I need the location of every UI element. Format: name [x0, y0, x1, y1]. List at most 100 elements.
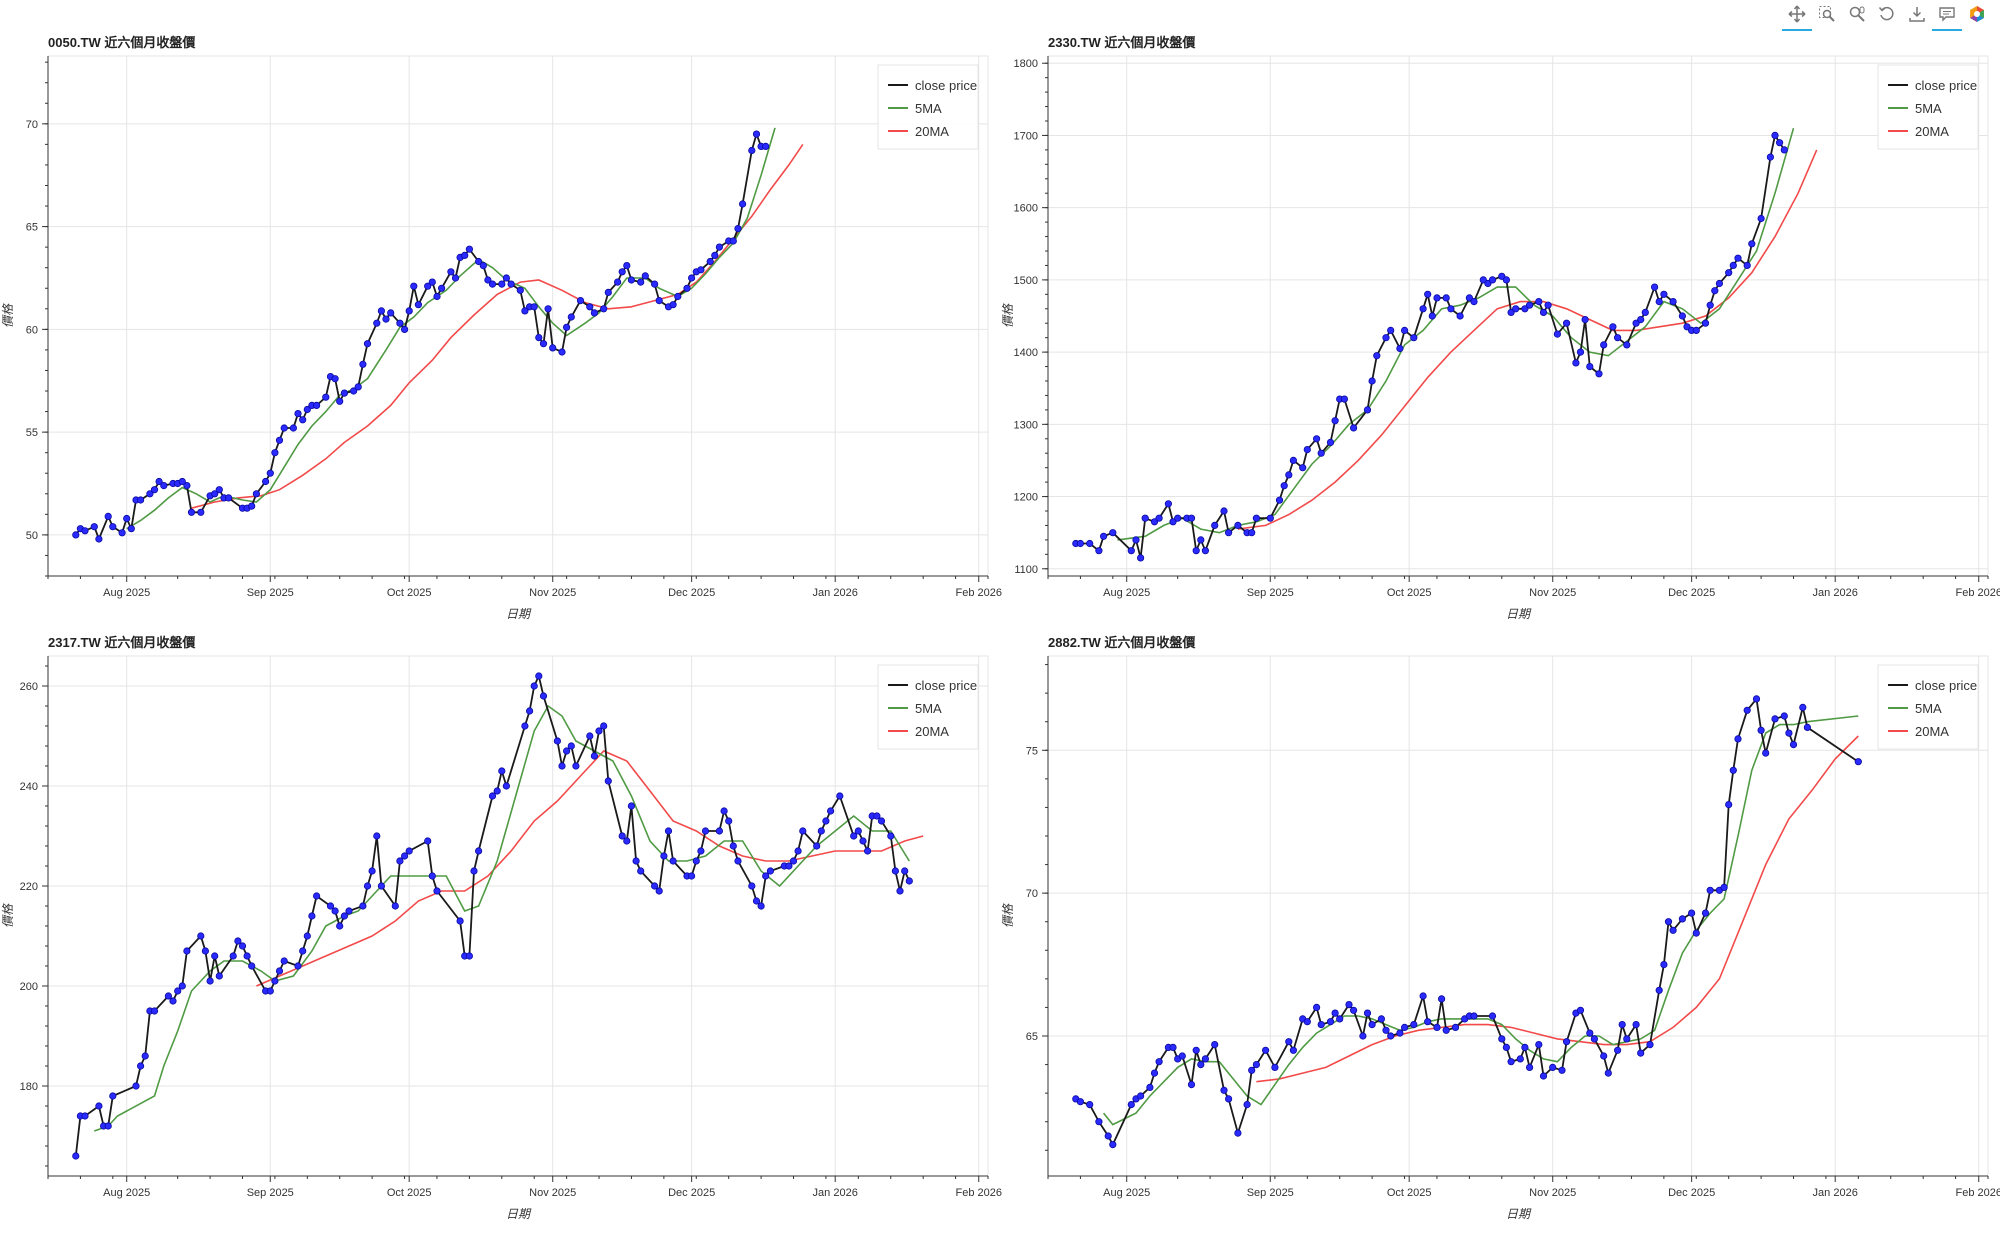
close-price-point[interactable]	[1419, 305, 1427, 313]
close-price-point[interactable]	[331, 907, 339, 915]
close-price-point[interactable]	[211, 490, 219, 498]
close-price-point[interactable]	[90, 523, 98, 531]
close-price-point[interactable]	[289, 424, 297, 432]
close-price-point[interactable]	[1706, 301, 1714, 309]
close-price-point[interactable]	[1757, 214, 1765, 223]
close-price-point[interactable]	[447, 268, 455, 276]
close-price-point[interactable]	[1433, 1023, 1441, 1031]
close-price-point[interactable]	[132, 1082, 140, 1090]
close-price-point[interactable]	[1225, 529, 1233, 537]
legend-item-20ma[interactable]: 20MA	[1888, 724, 1949, 739]
close-price-point[interactable]	[331, 375, 339, 383]
close-price-point[interactable]	[1312, 1003, 1321, 1011]
close-price-point[interactable]	[1178, 1052, 1186, 1060]
close-price-point[interactable]	[479, 262, 487, 270]
close-price-point[interactable]	[363, 340, 372, 348]
chart-svg[interactable]: 2882.TW 近六個月收盤價 Aug 2025 Sep 2025 Oct 2025 N…	[1000, 630, 2000, 1230]
close-price-point[interactable]	[340, 912, 348, 920]
close-price-point[interactable]	[1701, 909, 1710, 917]
close-price-point[interactable]	[901, 867, 909, 875]
close-price-point[interactable]	[252, 490, 260, 498]
close-price-point[interactable]	[1641, 308, 1649, 316]
close-price-point[interactable]	[160, 481, 168, 490]
close-price-point[interactable]	[1234, 1129, 1242, 1137]
close-price-point[interactable]	[1280, 482, 1288, 490]
close-price-point[interactable]	[1669, 926, 1677, 934]
close-price-point[interactable]	[1683, 323, 1691, 331]
close-price-point[interactable]	[697, 266, 705, 274]
close-price-point[interactable]	[669, 301, 677, 309]
legend[interactable]: close price 5MA 20MA	[1877, 64, 1979, 150]
close-price-point[interactable]	[1465, 294, 1473, 302]
close-price-point[interactable]	[437, 284, 446, 292]
close-price-point[interactable]	[118, 529, 126, 537]
close-price-point[interactable]	[1104, 1132, 1112, 1140]
close-price-point[interactable]	[1715, 279, 1724, 288]
close-price-point[interactable]	[1609, 323, 1617, 331]
legend-item-20ma[interactable]: 20MA	[888, 724, 949, 739]
close-price-point[interactable]	[1326, 438, 1335, 446]
close-price-point[interactable]	[1507, 1058, 1515, 1066]
close-price-point[interactable]	[1248, 529, 1256, 537]
close-price-point[interactable]	[308, 912, 316, 920]
close-price-point[interactable]	[1729, 766, 1737, 774]
close-price-point[interactable]	[887, 832, 895, 840]
close-price-point[interactable]	[1544, 301, 1552, 309]
close-price-point[interactable]	[576, 296, 585, 305]
close-price-point[interactable]	[1187, 1080, 1196, 1089]
close-price-point[interactable]	[109, 523, 117, 531]
close-price-point[interactable]	[150, 486, 159, 494]
chart-svg[interactable]: 0050.TW 近六個月收盤價 Aug 2025 Sep 2025 Oct 2025 N…	[0, 30, 1002, 630]
close-price-point[interactable]	[1396, 344, 1404, 353]
close-price-point[interactable]	[248, 962, 256, 970]
close-price-point[interactable]	[1502, 276, 1510, 284]
close-price-point[interactable]	[1650, 283, 1659, 291]
close-price-point[interactable]	[604, 777, 612, 785]
close-price-point[interactable]	[535, 333, 543, 342]
close-price-point[interactable]	[1549, 1063, 1557, 1071]
close-price-point[interactable]	[1687, 909, 1696, 917]
close-price-point[interactable]	[1424, 290, 1432, 298]
close-price-point[interactable]	[1187, 514, 1196, 522]
close-price-point[interactable]	[1382, 1026, 1390, 1034]
close-price-point[interactable]	[896, 887, 904, 895]
close-price-point[interactable]	[1479, 276, 1487, 284]
close-price-point[interactable]	[498, 767, 506, 775]
close-price-point[interactable]	[1197, 1060, 1205, 1069]
close-price-point[interactable]	[1576, 1006, 1585, 1014]
close-price-point[interactable]	[553, 737, 562, 745]
close-price-point[interactable]	[1785, 729, 1793, 737]
close-price-point[interactable]	[1447, 305, 1455, 313]
close-price-point[interactable]	[1387, 326, 1395, 334]
close-price-point[interactable]	[178, 477, 186, 486]
close-price-point[interactable]	[1789, 741, 1798, 749]
close-price-point[interactable]	[1692, 326, 1700, 334]
close-price-point[interactable]	[502, 274, 510, 282]
close-price-point[interactable]	[1655, 986, 1663, 994]
close-price-point[interactable]	[1720, 883, 1728, 891]
close-price-point[interactable]	[1484, 279, 1492, 288]
close-price-point[interactable]	[1632, 319, 1640, 327]
close-price-point[interactable]	[627, 276, 636, 284]
close-price-point[interactable]	[905, 877, 913, 885]
close-price-point[interactable]	[632, 857, 640, 865]
close-price-point[interactable]	[1197, 536, 1205, 544]
close-price-point[interactable]	[1637, 315, 1645, 324]
close-price-point[interactable]	[405, 307, 413, 315]
legend[interactable]: close price 5MA 20MA	[877, 664, 979, 750]
close-price-point[interactable]	[600, 305, 608, 313]
close-price-point[interactable]	[590, 752, 599, 760]
close-price-point[interactable]	[109, 1092, 117, 1100]
close-price-point[interactable]	[1762, 749, 1770, 757]
close-price-point[interactable]	[655, 887, 663, 895]
close-price-point[interactable]	[238, 942, 247, 950]
close-price-point[interactable]	[484, 276, 492, 284]
close-price-point[interactable]	[280, 957, 288, 965]
close-price-point[interactable]	[1725, 801, 1733, 809]
close-price-point[interactable]	[1201, 1055, 1209, 1063]
close-price-point[interactable]	[595, 727, 603, 735]
close-price-point[interactable]	[498, 280, 506, 288]
close-price-point[interactable]	[465, 952, 473, 960]
close-price-point[interactable]	[1220, 1086, 1228, 1094]
close-price-point[interactable]	[1502, 1043, 1510, 1051]
